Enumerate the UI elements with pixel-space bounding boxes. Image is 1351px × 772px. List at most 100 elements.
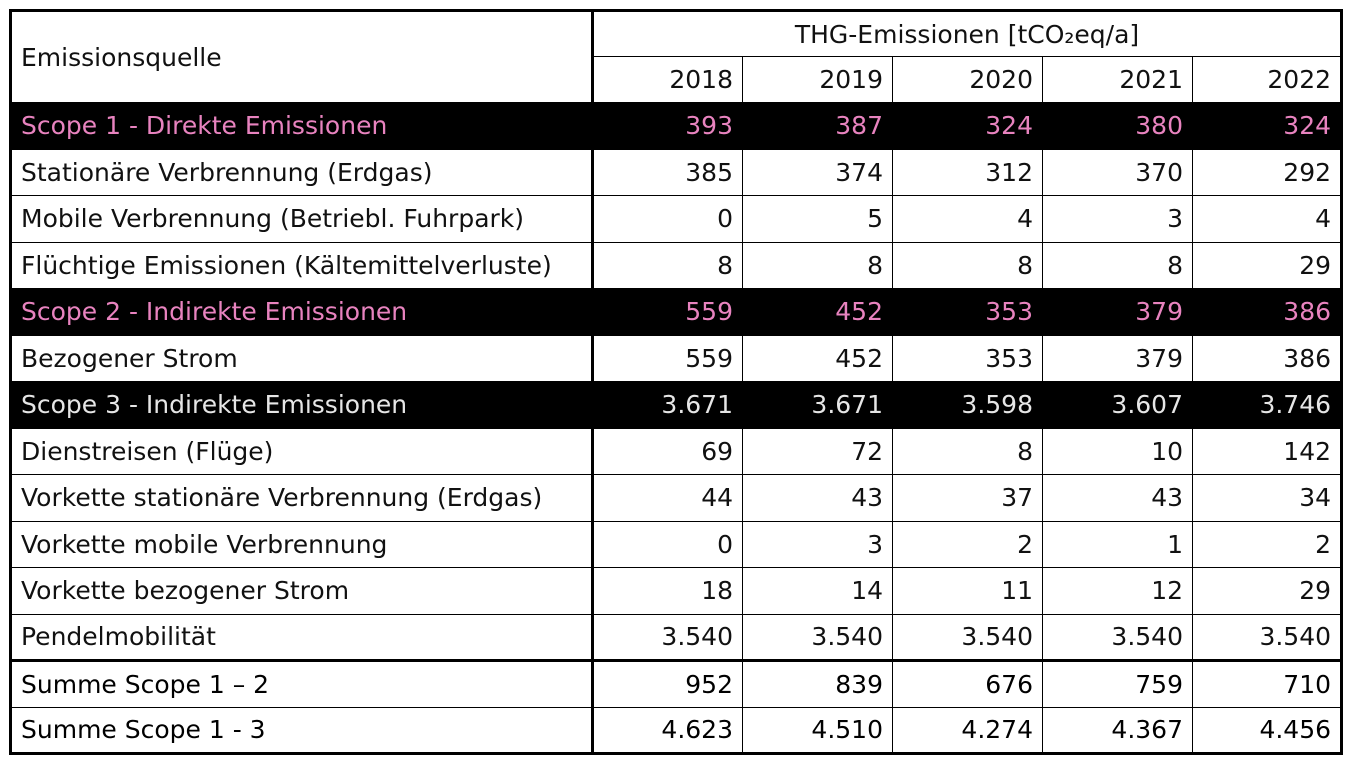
cell-value: 37	[892, 474, 1043, 522]
row-label: Vorkette bezogener Strom	[10, 567, 594, 615]
table-row: Vorkette stationäre Verbrennung (Erdgas)…	[10, 474, 1343, 522]
cell-value: 379	[1042, 334, 1193, 382]
cell-value: 12	[1042, 567, 1193, 615]
cell-value: 387	[742, 102, 893, 150]
cell-value: 353	[892, 334, 1043, 382]
row-label: Dienstreisen (Flüge)	[10, 427, 594, 475]
cell-value: 1	[1042, 520, 1193, 568]
cell-value: 3.540	[1191, 613, 1343, 661]
cell-value: 142	[1191, 427, 1343, 475]
cell-value: 4.623	[592, 706, 743, 754]
cell-value: 3.598	[892, 381, 1043, 429]
cell-value: 43	[742, 474, 893, 522]
table-row: Dienstreisen (Flüge) 69 72 8 10 142	[10, 427, 1343, 475]
cell-value: 14	[742, 567, 893, 615]
row-label: Vorkette mobile Verbrennung	[10, 520, 594, 568]
cell-value: 374	[742, 148, 893, 196]
table-row: Scope 2 - Indirekte Emissionen 559 452 353 3…	[10, 288, 1343, 336]
row-label: Stationäre Verbrennung (Erdgas)	[10, 148, 594, 196]
table-row: Mobile Verbrennung (Betriebl. Fuhrpark) 0…	[10, 195, 1343, 243]
table-row: Summe Scope 1 – 2 952 839 676 759 710	[10, 659, 1343, 708]
row-label: Scope 1 - Direkte Emissionen	[10, 102, 594, 150]
table-row: Vorkette bezogener Strom 18 14 11 12 29	[10, 567, 1343, 615]
row-label: Pendelmobilität	[10, 613, 594, 661]
year-header: 2020	[892, 56, 1043, 103]
row-label: Flüchtige Emissionen (Kältemittelverlust…	[10, 241, 594, 289]
cell-value: 0	[592, 195, 743, 243]
cell-value: 379	[1042, 288, 1193, 336]
cell-value: 8	[892, 241, 1043, 289]
table-row: Pendelmobilität 3.540 3.540 3.540 3.540 3.540	[10, 613, 1343, 661]
cell-value: 0	[592, 520, 743, 568]
year-header: 2018	[592, 56, 743, 103]
column-title: Emissionsquelle	[10, 10, 594, 103]
cell-value: 3.671	[592, 381, 743, 429]
cell-value: 4.510	[742, 706, 893, 754]
cell-value: 2	[892, 520, 1043, 568]
cell-value: 3.540	[1042, 613, 1193, 661]
cell-value: 44	[592, 474, 743, 522]
cell-value: 8	[742, 241, 893, 289]
cell-value: 3.540	[592, 613, 743, 661]
table-row: Scope 1 - Direkte Emissionen 393 387 324 380…	[10, 102, 1343, 150]
cell-value: 4.274	[892, 706, 1043, 754]
cell-value: 393	[592, 102, 743, 150]
cell-value: 5	[742, 195, 893, 243]
table-header: Emissionsquelle THG-Emissionen [tCO₂eq/a…	[10, 10, 1343, 103]
cell-value: 312	[892, 148, 1043, 196]
cell-value: 3.671	[742, 381, 893, 429]
table-body: Scope 1 - Direkte Emissionen 393 387 324 380…	[10, 102, 1343, 754]
group-title: THG-Emissionen [tCO₂eq/a]	[591, 10, 1343, 57]
cell-value: 385	[592, 148, 743, 196]
cell-value: 11	[892, 567, 1043, 615]
row-label: Bezogener Strom	[10, 334, 594, 382]
cell-value: 292	[1191, 148, 1343, 196]
table-row: Summe Scope 1 - 3 4.623 4.510 4.274 4.367 4.4…	[10, 706, 1343, 754]
cell-value: 4.456	[1191, 706, 1343, 754]
cell-value: 324	[1191, 102, 1343, 150]
cell-value: 72	[742, 427, 893, 475]
cell-value: 386	[1191, 334, 1343, 382]
cell-value: 559	[592, 334, 743, 382]
cell-value: 353	[892, 288, 1043, 336]
cell-value: 3	[1042, 195, 1193, 243]
cell-value: 559	[592, 288, 743, 336]
row-label: Mobile Verbrennung (Betriebl. Fuhrpark)	[10, 195, 594, 243]
cell-value: 29	[1191, 567, 1343, 615]
cell-value: 839	[742, 659, 893, 708]
row-label: Vorkette stationäre Verbrennung (Erdgas)	[10, 474, 594, 522]
header-row: Emissionsquelle THG-Emissionen [tCO₂eq/a…	[10, 10, 1343, 103]
cell-value: 676	[892, 659, 1043, 708]
cell-value: 69	[592, 427, 743, 475]
emissions-table: Emissionsquelle THG-Emissionen [tCO₂eq/a…	[9, 9, 1344, 755]
cell-value: 8	[592, 241, 743, 289]
cell-value: 952	[592, 659, 743, 708]
cell-value: 3	[742, 520, 893, 568]
row-label: Scope 3 - Indirekte Emissionen	[10, 381, 594, 429]
cell-value: 2	[1191, 520, 1343, 568]
cell-value: 29	[1191, 241, 1343, 289]
cell-value: 8	[1042, 241, 1193, 289]
row-label: Scope 2 - Indirekte Emissionen	[10, 288, 594, 336]
row-label: Summe Scope 1 - 3	[10, 706, 594, 754]
row-label: Summe Scope 1 – 2	[10, 659, 594, 708]
header-row: 2018 2019 2020 2021 2022	[11, 56, 1343, 103]
cell-value: 4	[892, 195, 1043, 243]
cell-value: 34	[1191, 474, 1343, 522]
year-header: 2019	[742, 56, 893, 103]
table-row: Stationäre Verbrennung (Erdgas) 385 374 312…	[10, 148, 1343, 196]
cell-value: 8	[892, 427, 1043, 475]
table-row: Flüchtige Emissionen (Kältemittelverlust…	[10, 241, 1343, 289]
cell-value: 3.540	[892, 613, 1043, 661]
cell-value: 10	[1042, 427, 1193, 475]
cell-value: 3.746	[1191, 381, 1343, 429]
cell-value: 370	[1042, 148, 1193, 196]
cell-value: 386	[1191, 288, 1343, 336]
year-header: 2022	[1191, 56, 1343, 103]
table-row: Vorkette mobile Verbrennung 0 3 2 1 2	[10, 520, 1343, 568]
cell-value: 324	[892, 102, 1043, 150]
year-header: 2021	[1042, 56, 1193, 103]
cell-value: 18	[592, 567, 743, 615]
cell-value: 452	[742, 288, 893, 336]
